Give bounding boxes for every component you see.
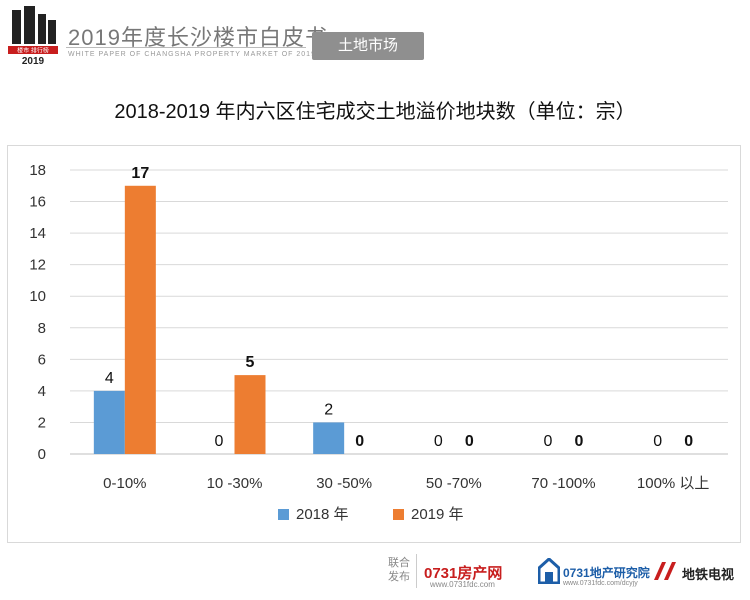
y-tick-label: 12 [29, 257, 46, 274]
x-tick-label: 0-10% [103, 475, 146, 492]
y-tick-label: 14 [29, 225, 46, 242]
data-label: 0 [215, 433, 224, 450]
section-tag: 土地市场 [312, 32, 424, 60]
legend-label: 2019 年 [411, 506, 464, 523]
y-tick-label: 0 [38, 446, 46, 463]
legend-swatch [278, 509, 289, 520]
x-tick-label: 70 -100% [531, 475, 595, 492]
data-label: 2 [324, 401, 333, 418]
y-tick-label: 4 [38, 383, 46, 400]
page-footer: 联合发布 0731房产网 www.0731fdc.com 0731地产研究院 w… [0, 548, 750, 600]
chart-frame: 0 2 4 6 8 10 12 14 16 18 0-10% 4 17 10 -30% 0 5 30 -50% 2… [7, 145, 741, 543]
x-tick-label: 10 -30% [207, 475, 263, 492]
x-tick-label: 50 -70% [426, 475, 482, 492]
footer-brand-research: 0731地产研究院 [563, 566, 650, 580]
metro-tv-logo-icon [654, 562, 676, 580]
y-tick-label: 18 [29, 162, 46, 179]
footer-brand-metro-tv: 地铁电视 [682, 567, 735, 582]
bar-2019 [124, 185, 156, 454]
data-label: 0 [465, 433, 474, 450]
logo-text-top: 楼市 排行榜 [17, 47, 49, 55]
bar-2019 [234, 375, 266, 454]
data-label: 0 [653, 433, 662, 450]
footer-divider [416, 554, 417, 588]
data-label: 4 [105, 370, 114, 387]
legend-swatch [393, 509, 404, 520]
bar-2018 [313, 422, 345, 454]
y-tick-label: 8 [38, 320, 46, 337]
data-label: 0 [434, 433, 443, 450]
page-header: 楼市 排行榜 2019 2019年度长沙楼市白皮书 WHITE PAPER OF… [0, 0, 750, 78]
y-tick-label: 6 [38, 351, 46, 368]
y-tick-label: 2 [38, 414, 46, 431]
footer-brand-0731fdc: 0731房产网 [424, 565, 503, 582]
logo-year: 2019 [22, 56, 45, 66]
header-title: 2019年度长沙楼市白皮书 [68, 25, 328, 50]
y-tick-label: 16 [29, 194, 46, 211]
data-label: 5 [246, 354, 255, 371]
legend-label: 2018 年 [296, 506, 349, 523]
header-subtitle: WHITE PAPER OF CHANGSHA PROPERTY MARKET … [68, 51, 316, 58]
header-divider [66, 47, 306, 48]
data-label: 0 [684, 433, 693, 450]
data-label: 0 [575, 433, 584, 450]
footer-brand-0731fdc-url: www.0731fdc.com [430, 580, 495, 589]
chart-title: 2018-2019 年内六区住宅成交土地溢价地块数（单位：宗） [114, 101, 636, 123]
data-label: 0 [544, 433, 553, 450]
data-label: 0 [355, 433, 364, 450]
data-label: 17 [131, 165, 149, 182]
footer-brand-research-url: www.0731fdc.com/dcyjy [563, 580, 638, 587]
footer-joint-label: 联合发布 [388, 557, 410, 583]
y-tick-label: 10 [29, 288, 46, 305]
bar-chart: 0 2 4 6 8 10 12 14 16 18 0-10% 4 17 10 -30% 0 5 30 -50% 2… [29, 162, 728, 523]
house-icon [538, 558, 560, 584]
bar-2018 [93, 390, 125, 454]
x-tick-label: 100% 以上 [637, 475, 710, 492]
brand-logo-icon: 楼市 排行榜 2019 [8, 6, 58, 66]
x-tick-label: 30 -50% [316, 475, 372, 492]
